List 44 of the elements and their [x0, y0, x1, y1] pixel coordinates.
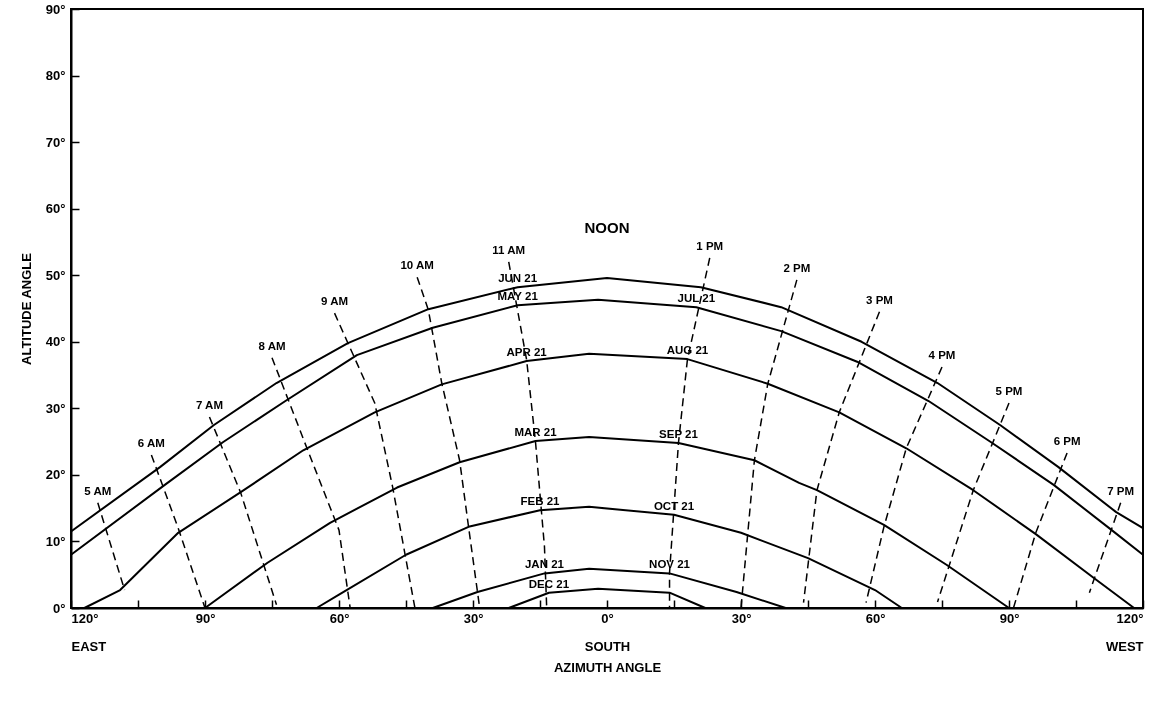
series-label: FEB 21	[520, 495, 561, 508]
series-label: 1 PM	[696, 239, 724, 252]
series-label: DEC 21	[528, 577, 570, 590]
annotation: NOON	[584, 218, 630, 236]
y-tick-label: 60°	[45, 201, 66, 217]
series-label: 8 AM	[258, 339, 286, 352]
x-axis-title: AZIMUTH ANGLE	[553, 659, 662, 675]
series-label: JAN 21	[524, 558, 565, 571]
series-label: 7 AM	[195, 398, 223, 411]
x-tick-label: 90°	[999, 610, 1020, 626]
x-tick-label: 30°	[731, 610, 752, 626]
series-label: 5 PM	[995, 385, 1023, 398]
series-label: APR 21	[506, 346, 548, 359]
series-label: 10 AM	[400, 259, 434, 272]
x-tick-label: 0° SOUTH	[584, 610, 631, 654]
annotation: SEP 21	[659, 427, 699, 440]
series-label: 6 AM	[137, 436, 165, 449]
x-tick-label: 60°	[865, 610, 886, 626]
y-tick-label: 20°	[45, 467, 66, 483]
annotation: NOV 21	[649, 558, 691, 571]
y-tick-label: 10°	[45, 533, 66, 549]
y-tick-label: 80°	[45, 68, 66, 84]
series-label: 3 PM	[866, 293, 893, 306]
series-label: 5 AM	[84, 484, 112, 497]
series-label: 2 PM	[783, 261, 811, 274]
y-tick-label: 40°	[45, 334, 66, 350]
series-label: 4 PM	[928, 349, 956, 362]
series-label: 7 PM	[1107, 484, 1135, 497]
x-tick-label: 90°	[195, 610, 216, 626]
annotation: JUL 21	[677, 292, 716, 305]
y-tick-label: 0°	[53, 600, 66, 616]
series-label: 11 AM	[492, 243, 526, 256]
y-tick-label: 50°	[45, 267, 66, 283]
y-tick-label: 90°	[45, 1, 66, 17]
x-tick-label: 30°	[463, 610, 484, 626]
y-tick-label: 30°	[45, 400, 66, 416]
series-label: MAY 21	[497, 290, 539, 303]
x-tick-label: 60°	[329, 610, 350, 626]
series-label: 6 PM	[1053, 434, 1081, 447]
y-tick-label: 70°	[45, 134, 66, 150]
y-axis-title: ALTITUDE ANGLE	[18, 252, 34, 365]
x-tick-label: 120° WEST	[1105, 610, 1144, 654]
series-label: 9 AM	[321, 295, 349, 308]
x-tick-label: 120° EAST	[71, 610, 107, 654]
